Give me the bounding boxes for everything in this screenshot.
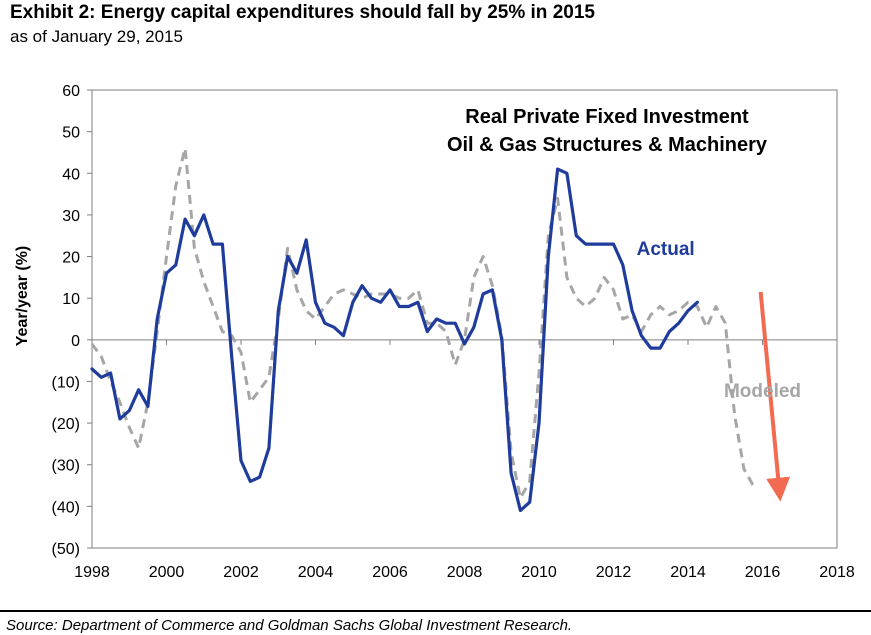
x-tick-label: 2008 [447,564,483,581]
y-tick-label: 10 [62,291,80,308]
source-note: Source: Department of Commerce and Goldm… [6,617,573,634]
x-tick-label: 2000 [149,564,185,581]
x-tick-label: 2002 [223,564,259,581]
y-tick-label: (30) [52,458,80,475]
y-tick-label: (40) [52,499,80,516]
x-tick-label: 2014 [670,564,706,581]
x-tick-label: 2006 [372,564,408,581]
chart-title-line: Oil & Gas Structures & Machinery [447,134,768,156]
plot-frame [91,89,838,549]
modeled-series-label: Modeled [724,381,801,402]
y-tick-label: 0 [71,333,80,350]
x-tick-label: 2016 [745,564,781,581]
series-actual-line [90,167,699,513]
exhibit-title: Exhibit 2: Energy capital expenditures s… [10,2,595,23]
y-tick-label: 20 [62,250,80,267]
y-axis-label: Year/year (%) [14,246,31,347]
chart-title-line: Real Private Fixed Investment [465,106,749,128]
y-tick-label: 40 [62,166,80,183]
exhibit-subtitle: as of January 29, 2015 [10,27,183,46]
x-tick-label: 1998 [74,564,110,581]
x-tick-label: 2018 [819,564,855,581]
decline-arrow [758,291,791,502]
series-modeled-line [90,146,755,500]
y-tick-label: 50 [62,125,80,142]
x-tick-label: 2004 [298,564,334,581]
y-tick-label: 30 [62,208,80,225]
x-tick-label: 2010 [521,564,557,581]
actual-series-label: Actual [637,239,695,260]
y-tick-label: (50) [52,541,80,558]
x-tick-label: 2012 [596,564,632,581]
source-divider [0,610,871,612]
y-tick-label: (10) [52,374,80,391]
y-tick-label: (20) [52,416,80,433]
y-tick-label: 60 [62,83,80,100]
